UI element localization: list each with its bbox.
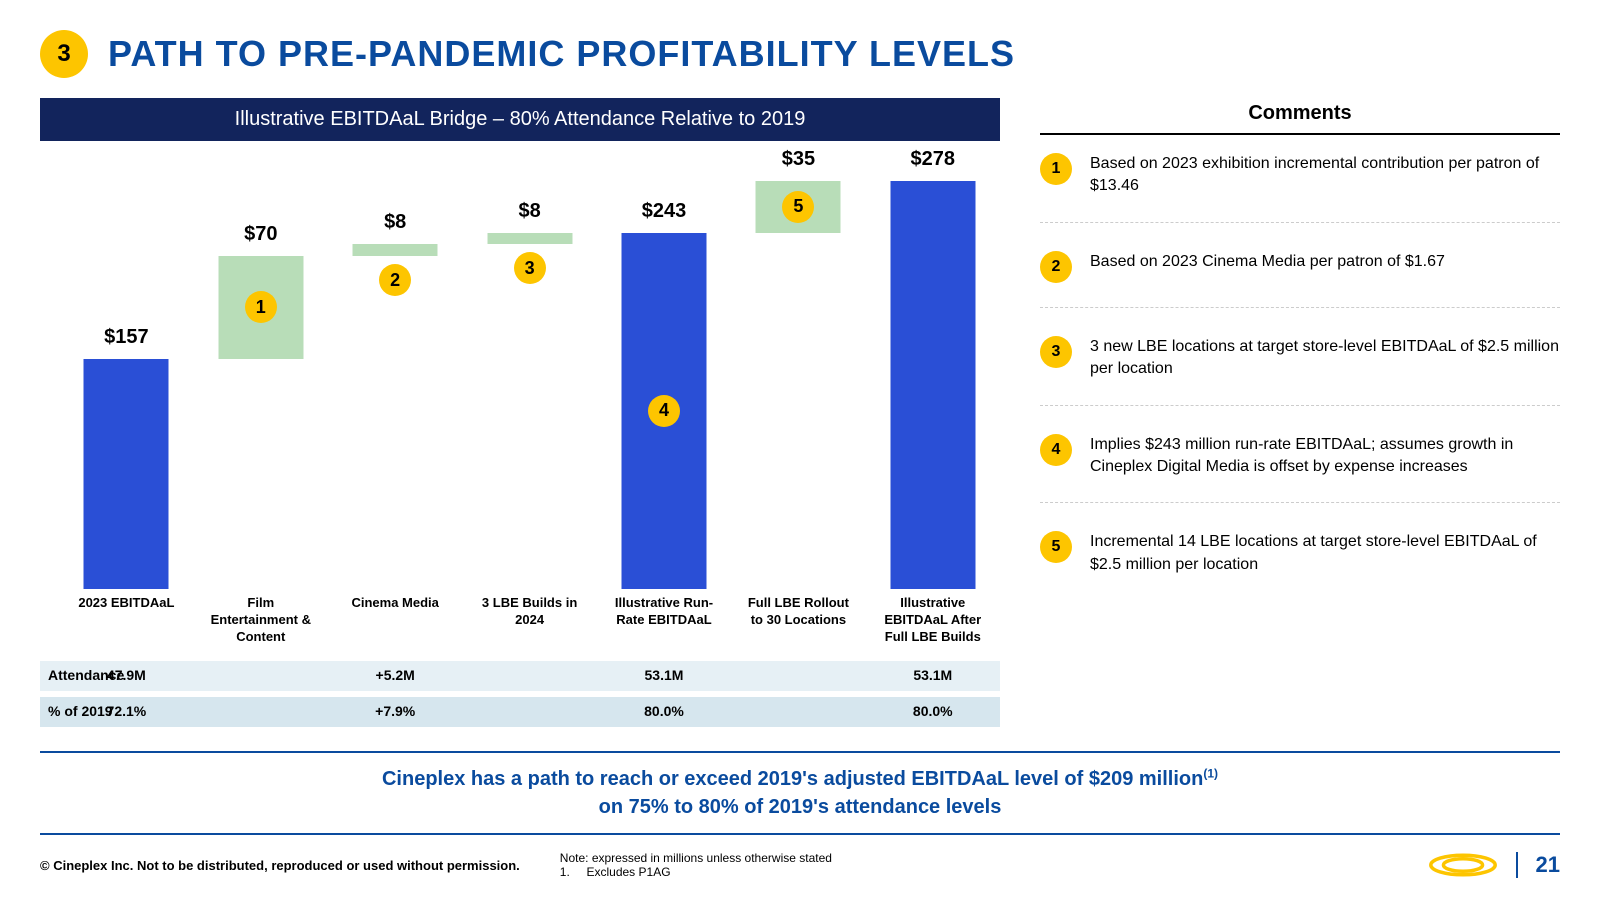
pillar-bar: [84, 359, 169, 589]
callout-box: Cineplex has a path to reach or exceed 2…: [40, 751, 1560, 835]
table-cell: 47.9M: [69, 667, 184, 683]
callout-line1: Cineplex has a path to reach or exceed 2…: [40, 765, 1560, 793]
bar-marker-badge: 2: [379, 264, 411, 296]
copyright-text: © Cineplex Inc. Not to be distributed, r…: [40, 858, 520, 873]
comment-item: 1 Based on 2023 exhibition incremental co…: [1040, 153, 1560, 223]
header-badge-number: 3: [57, 40, 70, 68]
table-cell: 72.1%: [69, 703, 184, 719]
page-number: 21: [1516, 852, 1560, 878]
bridge-bar: [353, 244, 438, 256]
bar-value-label: $70: [244, 223, 277, 246]
comment-text: Incremental 14 LBE locations at target s…: [1090, 531, 1560, 576]
footer-notes: Note: expressed in millions unless other…: [520, 851, 1428, 879]
bar-marker-badge: 4: [648, 395, 680, 427]
footer: © Cineplex Inc. Not to be distributed, r…: [40, 850, 1560, 880]
note-1: 1. Excludes P1AG: [560, 865, 1428, 879]
x-axis-label: Illustrative EBITDAaL After Full LBE Bui…: [875, 595, 990, 646]
chart-canvas: $157 $70 1 $8 2 $8 3 $243 4 $35 5 $278: [40, 149, 1000, 589]
x-axis-label: 2023 EBITDAaL: [69, 595, 184, 612]
logo-icon: [1428, 850, 1498, 880]
comment-badge: 5: [1040, 531, 1072, 563]
comment-item: 3 3 new LBE locations at target store-lev…: [1040, 336, 1560, 406]
table-cell: +7.9%: [338, 703, 453, 719]
bar-marker-badge: 1: [245, 291, 277, 323]
x-axis-label: Illustrative Run-Rate EBITDAaL: [606, 595, 721, 629]
bar-value-label: $8: [384, 211, 406, 234]
x-axis-label: Full LBE Rollout to 30 Locations: [741, 595, 856, 629]
chart-area: Illustrative EBITDAaL Bridge – 80% Atten…: [40, 98, 1000, 733]
x-axis-label: 3 LBE Builds in 2024: [472, 595, 587, 629]
comment-badge: 4: [1040, 434, 1072, 466]
chart-title: Illustrative EBITDAaL Bridge – 80% Atten…: [40, 98, 1000, 141]
comment-item: 4 Implies $243 million run-rate EBITDAaL;…: [1040, 434, 1560, 504]
bar-marker-badge: 3: [514, 252, 546, 284]
comments-panel: Comments 1 Based on 2023 exhibition incre…: [1040, 98, 1560, 733]
table-cell: 80.0%: [875, 703, 990, 719]
comments-title: Comments: [1040, 102, 1560, 135]
x-axis-label: Film Entertainment & Content: [203, 595, 318, 646]
bridge-bar: [487, 233, 572, 245]
chart-data-table: Attendance47.9M+5.2M53.1M53.1M% of 20197…: [40, 661, 1000, 727]
comment-item: 5 Incremental 14 LBE locations at target …: [1040, 531, 1560, 600]
table-cell: 80.0%: [606, 703, 721, 719]
bar-value-label: $157: [104, 326, 149, 349]
note-header: Note: expressed in millions unless other…: [560, 851, 1428, 865]
footer-right: 21: [1428, 850, 1560, 880]
table-cell: 53.1M: [875, 667, 990, 683]
table-row: % of 201972.1%+7.9%80.0%80.0%: [40, 697, 1000, 727]
comment-text: Based on 2023 Cinema Media per patron of…: [1090, 251, 1445, 273]
header-badge: 3: [40, 30, 88, 78]
comment-text: 3 new LBE locations at target store-leve…: [1090, 336, 1560, 381]
comments-list: 1 Based on 2023 exhibition incremental co…: [1040, 153, 1560, 600]
pillar-bar: [890, 181, 975, 589]
comment-badge: 3: [1040, 336, 1072, 368]
x-axis-labels: 2023 EBITDAaL Film Entertainment & Conten…: [40, 595, 1000, 651]
comment-badge: 2: [1040, 251, 1072, 283]
comment-text: Based on 2023 exhibition incremental con…: [1090, 153, 1560, 198]
table-cell: 53.1M: [606, 667, 721, 683]
comment-badge: 1: [1040, 153, 1072, 185]
slide-header: 3 PATH TO PRE-PANDEMIC PROFITABILITY LEV…: [40, 30, 1560, 78]
table-row: Attendance47.9M+5.2M53.1M53.1M: [40, 661, 1000, 691]
bar-marker-badge: 5: [782, 191, 814, 223]
comment-text: Implies $243 million run-rate EBITDAaL; …: [1090, 434, 1560, 479]
comment-item: 2 Based on 2023 Cinema Media per patron o…: [1040, 251, 1560, 308]
bar-value-label: $278: [911, 148, 956, 171]
bar-value-label: $35: [782, 148, 815, 171]
slide-title: PATH TO PRE-PANDEMIC PROFITABILITY LEVEL…: [108, 33, 1015, 75]
bar-value-label: $8: [518, 200, 540, 223]
x-axis-label: Cinema Media: [338, 595, 453, 612]
table-cell: +5.2M: [338, 667, 453, 683]
main-content: Illustrative EBITDAaL Bridge – 80% Atten…: [40, 98, 1560, 733]
callout-line2: on 75% to 80% of 2019's attendance level…: [40, 793, 1560, 821]
bar-value-label: $243: [642, 200, 687, 223]
